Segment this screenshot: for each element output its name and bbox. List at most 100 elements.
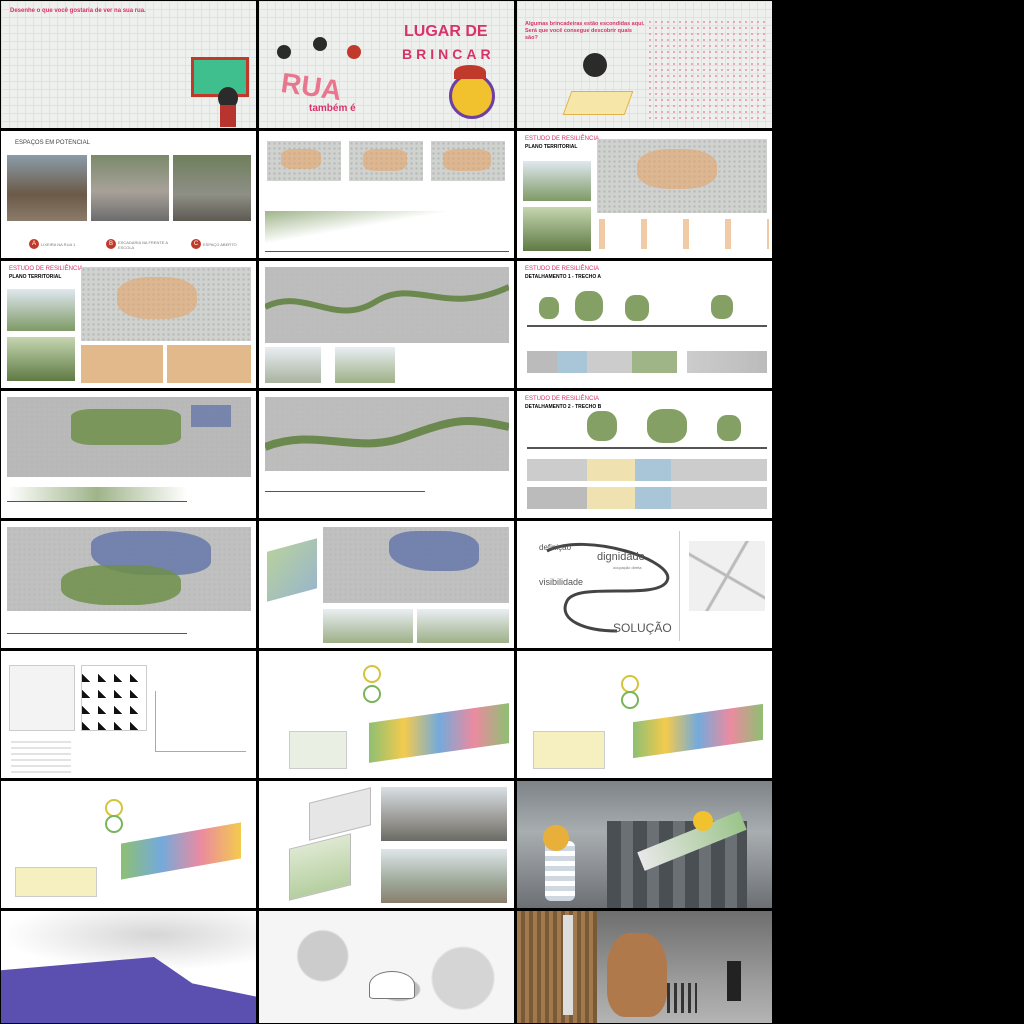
child-figure (218, 87, 238, 109)
slide-15[interactable]: definição dignidade ocupação direta visi… (517, 521, 772, 648)
tree-4 (711, 295, 733, 319)
label-a: LIXEIRA NA RUA 1 (41, 242, 76, 247)
slide-6[interactable]: ESTUDO DE RESILIÊNCIA PLANO TERRITORIAL (517, 131, 772, 258)
render-photo-1 (381, 787, 507, 841)
venn-circles-2 (105, 815, 123, 833)
marker-a: A (29, 239, 39, 249)
slide-5[interactable] (259, 131, 514, 258)
section-heading: ESTUDO DE RESILIÊNCIA (525, 266, 600, 272)
brincar-title: BRINCAR (402, 46, 495, 62)
doorway (727, 961, 741, 1001)
venn-circles (363, 665, 381, 683)
tree-3 (625, 295, 649, 321)
slide-12[interactable]: ESTUDO DE RESILIÊNCIA DETALHAMENTO 2 - T… (517, 391, 772, 518)
giant-child-1 (543, 825, 569, 851)
wood-slat-ceiling (517, 911, 597, 1023)
word-ocupacao: ocupação direta (613, 565, 642, 570)
children-group-illustration (277, 37, 367, 73)
site-plan (633, 703, 763, 759)
section-profile (265, 479, 425, 492)
section-heading: ESTUDO DE RESILIÊNCIA (525, 396, 600, 402)
section-profile (7, 621, 187, 634)
section-render-2 (417, 609, 509, 643)
sketch-render (259, 911, 514, 1023)
mascot-hat (454, 65, 486, 79)
slide-9[interactable]: ESTUDO DE RESILIÊNCIA DETALHAMENTO 1 - T… (517, 261, 772, 388)
site-plan (121, 822, 241, 880)
legend-list (11, 737, 71, 773)
tree-3 (717, 415, 741, 441)
marker-b: B (106, 239, 116, 249)
child-body (220, 105, 236, 127)
divider (679, 531, 680, 641)
slide-title: ESPAÇOS EM POTENCIAL (15, 140, 90, 146)
section-ground (527, 325, 767, 327)
lake-area (389, 531, 479, 571)
green-corridor (265, 417, 509, 451)
slide-8[interactable] (259, 261, 514, 388)
people-group (667, 983, 697, 1013)
detail-map-1 (81, 345, 163, 383)
slide-20[interactable] (259, 781, 514, 908)
slide-11[interactable] (259, 391, 514, 518)
slide-14[interactable] (259, 521, 514, 648)
water-area (191, 405, 231, 427)
slide-22[interactable] (1, 911, 256, 1023)
context-map (15, 867, 97, 897)
slide-19[interactable] (1, 781, 256, 908)
zone-2 (363, 149, 407, 171)
slide-23[interactable] (259, 911, 514, 1023)
label-c: ESPAÇO ABERTO (203, 242, 237, 247)
site-section-profile (265, 211, 509, 252)
plan-strip-2 (687, 351, 767, 373)
site-plan (369, 703, 509, 763)
building-heights-chart (155, 691, 246, 752)
slide-16[interactable] (1, 651, 256, 778)
axonometric-1 (309, 787, 371, 841)
slide-18[interactable] (517, 651, 772, 778)
slide-21[interactable] (517, 781, 772, 908)
section-heading: ESTUDO DE RESILIÊNCIA (525, 136, 600, 142)
giant-figure (607, 933, 667, 1017)
section-ground (527, 447, 767, 449)
plan-strip (527, 459, 767, 481)
street-map (9, 665, 75, 731)
tree-2 (575, 291, 603, 321)
context-map (533, 731, 605, 769)
section-render-1 (323, 609, 413, 643)
photo-a (7, 155, 87, 221)
zone-1 (281, 149, 321, 169)
slide-1[interactable]: Desenhe o que você gostaria de ver na su… (1, 1, 256, 128)
render-2 (523, 207, 591, 251)
axonometric-diagram (267, 538, 317, 602)
section-subheading: DETALHAMENTO 2 - TRECHO B (525, 404, 602, 410)
location-map (689, 541, 765, 611)
plan-strip-2 (527, 487, 767, 509)
label-b: ESCADARIA NA FRENTE A ESCOLA (118, 240, 168, 250)
tambem-label: também é (309, 103, 356, 114)
detail-map-2 (167, 345, 251, 383)
slide-17[interactable] (259, 651, 514, 778)
green-corridor (265, 284, 509, 314)
slide-3[interactable]: Algumas brincadeiras estão escondidas aq… (517, 1, 772, 128)
slide-24[interactable] (517, 911, 772, 1023)
word-solucao: SOLUÇÃO (613, 621, 672, 635)
photo-b (91, 155, 169, 221)
hopscotch-illustration (562, 91, 634, 115)
photo-c (173, 155, 251, 221)
mascot-character (449, 73, 495, 119)
render-1 (265, 347, 321, 383)
word-definicao: definição (539, 543, 572, 552)
hill-area (61, 565, 181, 605)
slide-7[interactable]: ESTUDO DE RESILIÊNCIA PLANO TERRITORIAL (1, 261, 256, 388)
render-1 (7, 289, 75, 331)
slide-10[interactable] (1, 391, 256, 518)
slide-13[interactable] (1, 521, 256, 648)
word-visibilidade: visibilidade (539, 577, 584, 587)
venn-circles-2 (621, 691, 639, 709)
child-figure (583, 53, 607, 77)
slide-4[interactable]: ESPAÇOS EM POTENCIAL A LIXEIRA NA RUA 1 … (1, 131, 256, 258)
render-2 (7, 337, 75, 381)
venn-circles-2 (363, 685, 381, 703)
slide-2[interactable]: RUA também é LUGAR DE BRINCAR (259, 1, 514, 128)
